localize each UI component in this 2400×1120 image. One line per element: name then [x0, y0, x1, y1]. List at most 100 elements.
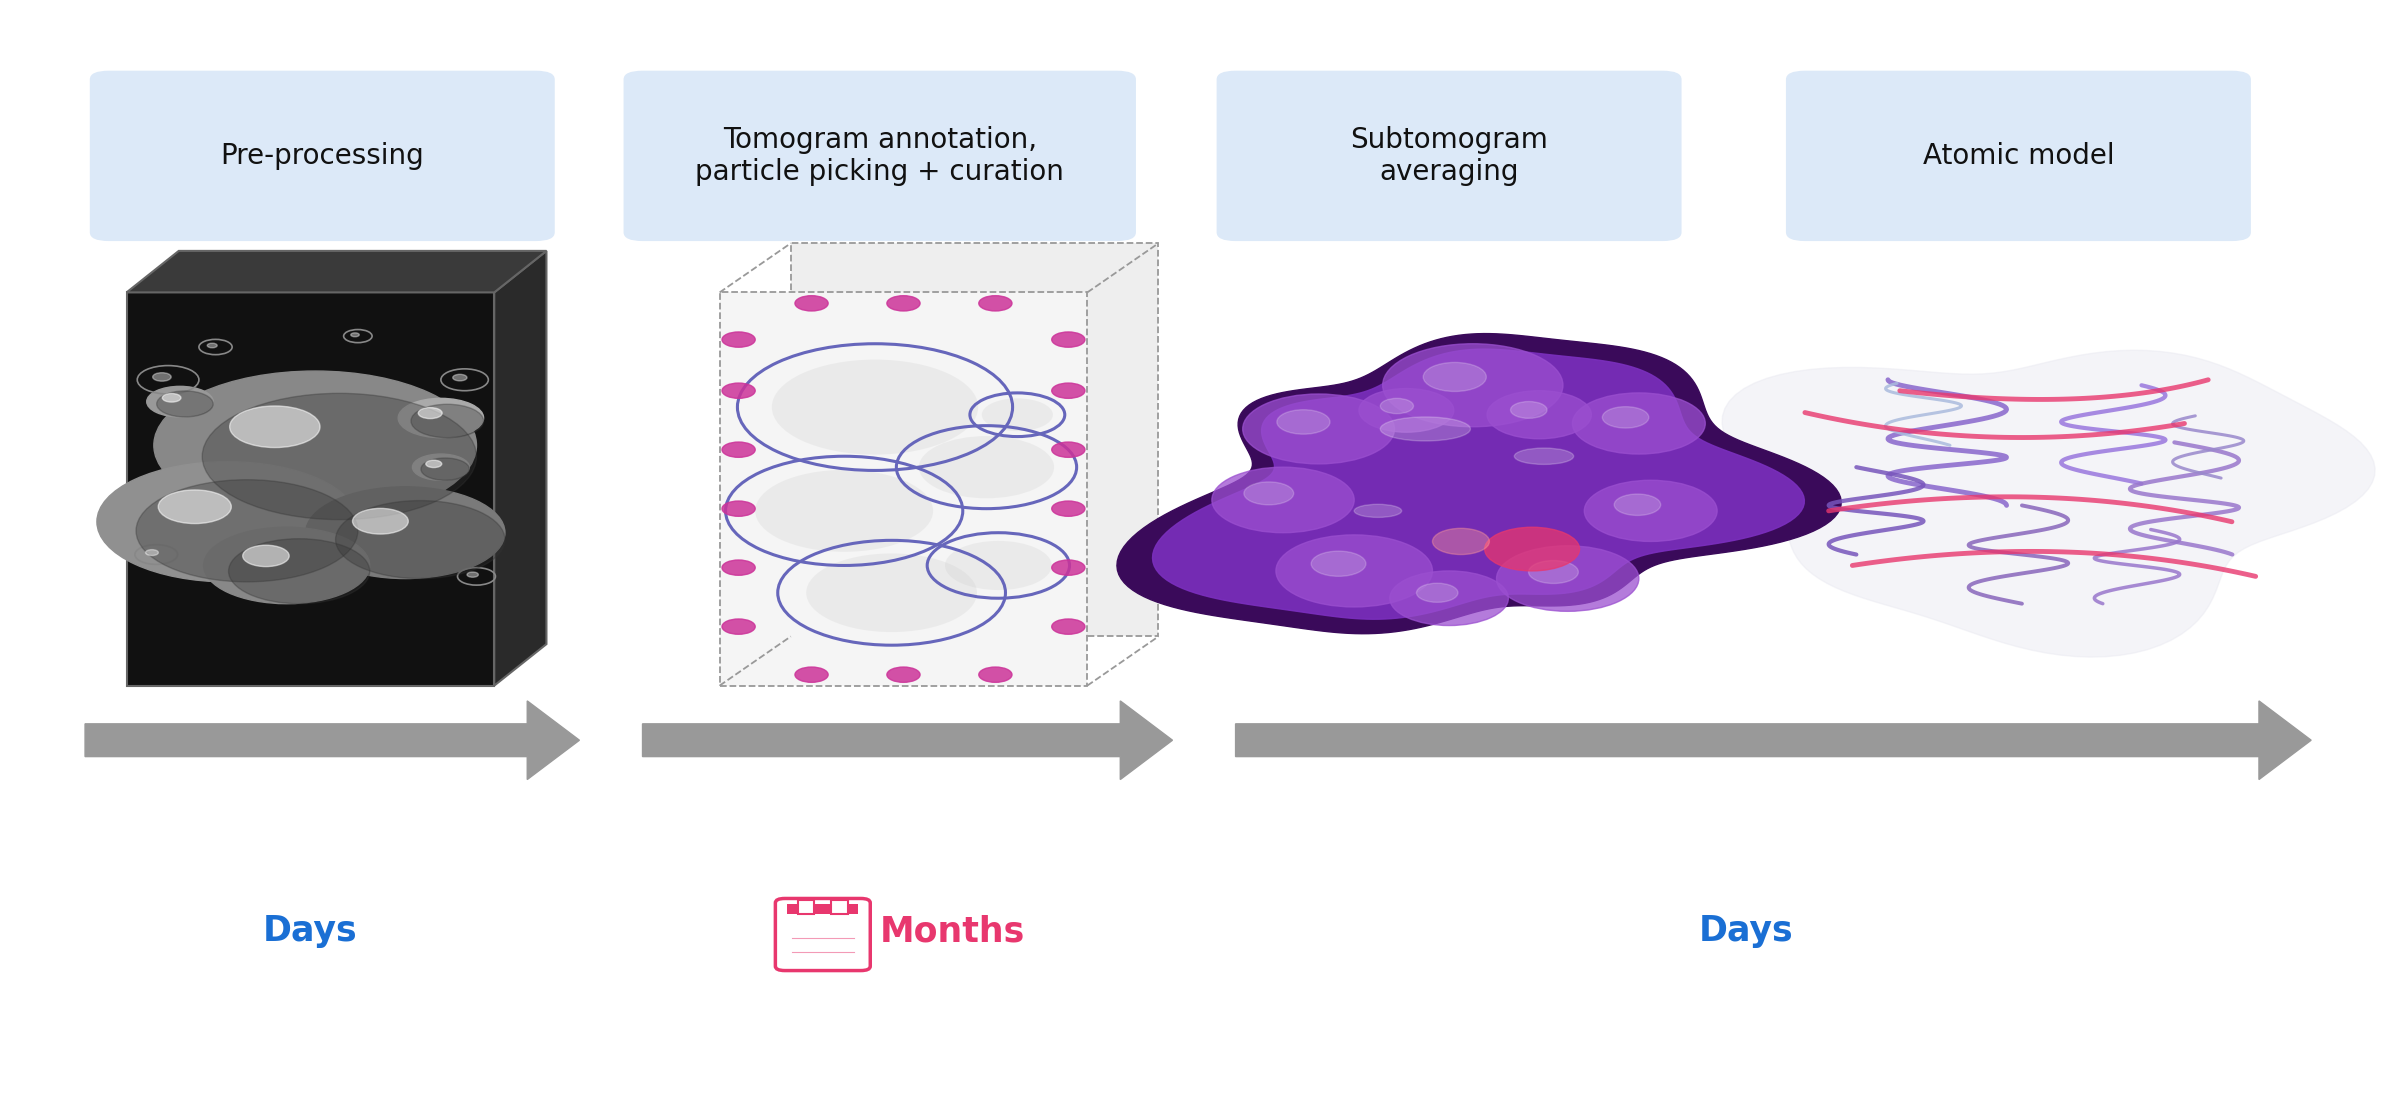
Circle shape	[228, 539, 370, 604]
Circle shape	[1423, 363, 1486, 392]
Circle shape	[353, 508, 408, 534]
Circle shape	[1498, 545, 1639, 612]
Circle shape	[722, 560, 756, 576]
Text: Atomic model: Atomic model	[1922, 142, 2114, 170]
FancyArrow shape	[1236, 701, 2311, 780]
Circle shape	[202, 393, 478, 520]
Circle shape	[1051, 501, 1085, 516]
Circle shape	[1051, 442, 1085, 457]
Circle shape	[137, 479, 358, 582]
Circle shape	[722, 442, 756, 457]
Circle shape	[1277, 535, 1433, 607]
Polygon shape	[494, 251, 547, 685]
Circle shape	[156, 391, 214, 417]
Circle shape	[1584, 480, 1716, 541]
FancyBboxPatch shape	[1786, 71, 2251, 241]
Circle shape	[1486, 528, 1579, 571]
Circle shape	[1603, 407, 1649, 428]
Text: Days: Days	[264, 914, 358, 949]
Circle shape	[1416, 584, 1457, 603]
Circle shape	[454, 374, 468, 381]
Circle shape	[722, 501, 756, 516]
Circle shape	[1488, 391, 1591, 439]
Circle shape	[1380, 399, 1414, 413]
Text: Days: Days	[1699, 914, 1793, 949]
Polygon shape	[127, 292, 494, 685]
Polygon shape	[1723, 351, 2376, 657]
Ellipse shape	[1354, 504, 1402, 517]
FancyArrow shape	[643, 701, 1174, 780]
Polygon shape	[1152, 349, 1805, 619]
Circle shape	[163, 393, 180, 402]
Circle shape	[204, 528, 370, 604]
Circle shape	[1051, 332, 1085, 347]
Ellipse shape	[1514, 448, 1574, 465]
Text: Pre-processing: Pre-processing	[221, 142, 425, 170]
Circle shape	[1510, 401, 1548, 419]
Circle shape	[773, 360, 979, 455]
Circle shape	[1529, 560, 1579, 584]
Circle shape	[946, 541, 1051, 590]
Circle shape	[979, 668, 1013, 682]
Circle shape	[206, 343, 216, 348]
Circle shape	[982, 399, 1054, 431]
Circle shape	[154, 373, 170, 381]
Circle shape	[242, 545, 288, 567]
Polygon shape	[790, 243, 1159, 636]
Ellipse shape	[1380, 417, 1471, 441]
Circle shape	[1390, 571, 1507, 626]
Circle shape	[888, 668, 919, 682]
Circle shape	[350, 333, 360, 337]
Bar	[830, 899, 847, 914]
Circle shape	[722, 332, 756, 347]
Circle shape	[1051, 383, 1085, 399]
Circle shape	[230, 405, 319, 448]
FancyBboxPatch shape	[775, 898, 871, 971]
Polygon shape	[127, 251, 547, 292]
Circle shape	[425, 460, 442, 467]
Circle shape	[806, 553, 977, 632]
Circle shape	[1358, 389, 1454, 432]
Text: Tomogram annotation,
particle picking + curation: Tomogram annotation, particle picking + …	[696, 125, 1063, 186]
Bar	[787, 904, 859, 914]
Text: Subtomogram
averaging: Subtomogram averaging	[1351, 125, 1548, 186]
Circle shape	[146, 386, 214, 417]
Circle shape	[468, 572, 478, 577]
Circle shape	[336, 501, 504, 579]
Circle shape	[418, 408, 442, 419]
Circle shape	[158, 489, 230, 523]
Polygon shape	[1116, 334, 1841, 634]
Circle shape	[420, 458, 470, 480]
Circle shape	[1243, 482, 1294, 505]
Circle shape	[1243, 394, 1394, 464]
Circle shape	[413, 454, 470, 480]
FancyArrow shape	[84, 701, 578, 780]
FancyBboxPatch shape	[624, 71, 1135, 241]
Circle shape	[722, 619, 756, 634]
Circle shape	[96, 461, 358, 582]
Circle shape	[146, 550, 158, 556]
Circle shape	[979, 296, 1013, 311]
Circle shape	[398, 399, 482, 438]
Circle shape	[794, 668, 828, 682]
Circle shape	[756, 470, 934, 552]
Circle shape	[410, 404, 482, 438]
Bar	[797, 899, 814, 914]
Circle shape	[888, 296, 919, 311]
Circle shape	[1051, 619, 1085, 634]
Circle shape	[1382, 344, 1562, 427]
Circle shape	[919, 436, 1054, 498]
Circle shape	[1310, 551, 1366, 577]
Circle shape	[722, 383, 756, 399]
Circle shape	[154, 371, 478, 520]
Text: Months: Months	[881, 914, 1025, 949]
Circle shape	[794, 296, 828, 311]
FancyBboxPatch shape	[89, 71, 554, 241]
Polygon shape	[720, 292, 1087, 685]
Circle shape	[1572, 393, 1706, 454]
Circle shape	[305, 487, 504, 579]
Circle shape	[1277, 410, 1330, 435]
Circle shape	[1212, 467, 1354, 533]
FancyBboxPatch shape	[1217, 71, 1682, 241]
Circle shape	[1615, 494, 1661, 515]
